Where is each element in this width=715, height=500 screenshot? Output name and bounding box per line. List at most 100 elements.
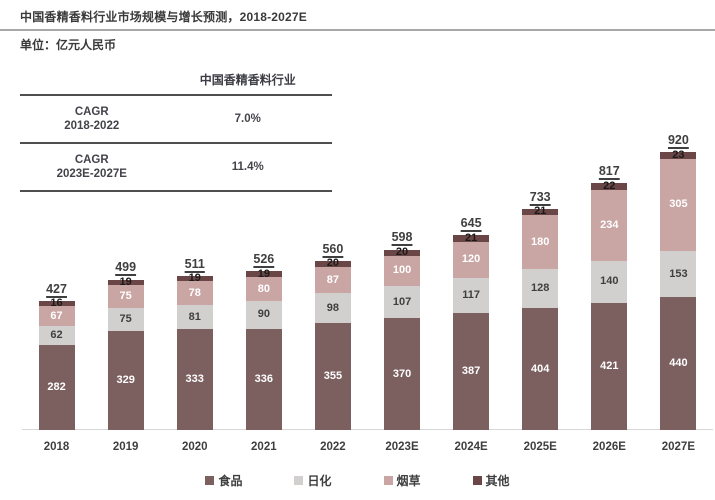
cagr-table: 中国香精香料行业 CAGR 2018-2022 7.0% CAGR 2023E-… — [20, 68, 332, 192]
cagr-row-value: 11.4% — [231, 161, 264, 173]
chart-legend: 食品 日化 烟草 其他 — [0, 472, 715, 489]
x-axis-label: 2018 — [43, 441, 70, 453]
bar-stack: 19 75 75 329 — [107, 277, 144, 430]
bar-segment-tobacco: 120 — [453, 241, 490, 278]
bar-segment-daily: 75 — [107, 308, 144, 331]
bar-segment-tobacco: 75 — [107, 285, 144, 309]
bar-stack: 22 234 140 421 — [591, 181, 628, 430]
bar-segment-other: 21 — [522, 206, 559, 217]
legend-item-tobacco: 烟草 — [383, 472, 421, 489]
x-axis-line — [22, 429, 713, 430]
bar-total-label: 560 — [322, 241, 344, 256]
bar-stack: 20 100 107 370 — [384, 247, 421, 430]
cagr-table-header-empty — [20, 68, 164, 94]
cagr-row-2018-2022: CAGR 2018-2022 7.0% — [20, 94, 332, 142]
bar-total-label: 733 — [529, 189, 551, 204]
x-axis-label: 2020 — [181, 441, 208, 453]
bar-segment-food: 370 — [384, 318, 421, 430]
bar-total-label: 511 — [184, 256, 205, 271]
bar-segment-other: 22 — [591, 181, 628, 191]
bar-total-label: 645 — [460, 216, 482, 231]
bar-segment-daily: 98 — [314, 293, 351, 323]
bar-segment-tobacco: 100 — [384, 255, 421, 286]
bar-segment-daily: 128 — [522, 269, 559, 308]
bar-segment-daily: 62 — [38, 326, 75, 345]
bar-column-2024E: 645 21 120 117 387 2024E — [437, 118, 506, 456]
bar-segment-other: 16 — [38, 298, 75, 308]
stacked-bar-chart: 427 16 67 62 282 2018 499 19 75 75 329 2019 511 19 78 8… — [22, 118, 713, 456]
bar-segment-other: 20 — [314, 258, 351, 269]
bar-segment-tobacco: 80 — [245, 277, 282, 302]
bar-stack: 19 80 90 336 — [245, 269, 282, 430]
legend-label: 食品 — [218, 474, 243, 488]
bar-segment-food: 329 — [107, 330, 144, 430]
bar-segment-food: 355 — [314, 322, 351, 430]
cagr-table-header-industry: 中国香精香料行业 — [199, 73, 296, 87]
bar-segment-other: 23 — [660, 149, 697, 160]
bar-segment-tobacco: 87 — [314, 266, 351, 294]
title-divider — [0, 29, 715, 31]
bar-total-label: 427 — [46, 282, 67, 297]
bar-segment-daily: 90 — [245, 301, 282, 329]
x-axis-label: 2021 — [251, 441, 277, 453]
bar-column-2023E: 598 20 100 107 370 2023E — [367, 118, 436, 456]
legend-item-daily: 日化 — [294, 472, 332, 489]
legend-swatch-icon — [472, 476, 482, 485]
bar-column-2022: 560 20 87 98 355 2022 — [298, 118, 367, 456]
unit-label: 单位：亿元人民币 — [20, 38, 117, 52]
bar-segment-other: 21 — [453, 232, 490, 244]
bar-segment-tobacco: 67 — [38, 305, 75, 327]
bar-segment-food: 421 — [591, 302, 628, 430]
bar-total-label: 499 — [115, 260, 137, 275]
bar-segment-other: 19 — [176, 273, 213, 283]
bar-stack: 23 305 153 440 — [660, 149, 697, 430]
legend-swatch-icon — [294, 476, 304, 485]
legend-label: 日化 — [307, 474, 332, 488]
bar-column-2026E: 817 22 234 140 421 2026E — [575, 118, 644, 456]
bar-column-2018: 427 16 67 62 282 2018 — [22, 118, 91, 456]
bar-segment-food: 336 — [245, 328, 282, 430]
cagr-table-header-row: 中国香精香料行业 — [20, 68, 332, 94]
x-axis-label: 2025E — [523, 441, 557, 453]
x-axis-label: 2019 — [112, 441, 139, 453]
bar-segment-daily: 107 — [384, 285, 421, 319]
cagr-table-bottom-rule — [20, 190, 332, 192]
cagr-row-value: 7.0% — [234, 113, 261, 125]
bar-stack: 21 120 117 387 — [453, 232, 490, 430]
bar-segment-other: 19 — [245, 269, 282, 279]
bar-segment-tobacco: 234 — [591, 189, 628, 261]
bar-segment-tobacco: 78 — [176, 281, 213, 305]
bar-segment-tobacco: 180 — [522, 215, 559, 270]
legend-swatch-icon — [383, 476, 393, 485]
bar-segment-food: 440 — [660, 297, 697, 430]
bar-segment-food: 387 — [453, 313, 490, 430]
bar-total-label: 817 — [598, 164, 620, 179]
bar-total-label: 598 — [391, 230, 413, 245]
cagr-row-label: CAGR 2018-2022 — [64, 106, 120, 132]
bar-column-2021: 526 19 80 90 336 2021 — [229, 118, 298, 456]
bar-segment-tobacco: 305 — [660, 158, 697, 251]
cagr-row-label: CAGR 2023E-2027E — [56, 154, 127, 180]
legend-swatch-icon — [205, 476, 215, 485]
x-axis-label: 2027E — [661, 441, 696, 453]
bar-segment-daily: 117 — [453, 277, 490, 314]
bar-columns: 427 16 67 62 282 2018 499 19 75 75 329 2019 511 19 78 8… — [22, 118, 713, 456]
legend-label: 烟草 — [396, 474, 421, 488]
bar-segment-other: 20 — [384, 247, 421, 258]
bar-column-2027E: 920 23 305 153 440 2027E — [644, 118, 713, 456]
bar-stack: 16 67 62 282 — [38, 298, 75, 430]
bar-segment-daily: 140 — [591, 260, 628, 303]
x-axis-label: 2024E — [454, 441, 488, 453]
x-axis-label: 2022 — [320, 441, 346, 453]
legend-label: 其他 — [485, 474, 510, 488]
bar-stack: 19 78 81 333 — [176, 273, 213, 430]
bar-column-2019: 499 19 75 75 329 2019 — [91, 118, 160, 456]
bar-stack: 20 87 98 355 — [314, 258, 351, 430]
page-title: 中国香精香料行业市场规模与增长预测，2018-2027E — [20, 10, 307, 24]
bar-column-2025E: 733 21 180 128 404 2025E — [506, 118, 575, 456]
bar-segment-daily: 81 — [176, 304, 213, 330]
cagr-row-2023e-2027e: CAGR 2023E-2027E 11.4% — [20, 142, 332, 190]
legend-item-other: 其他 — [472, 472, 510, 489]
bar-total-label: 526 — [253, 252, 275, 267]
x-axis-label: 2023E — [385, 441, 419, 453]
